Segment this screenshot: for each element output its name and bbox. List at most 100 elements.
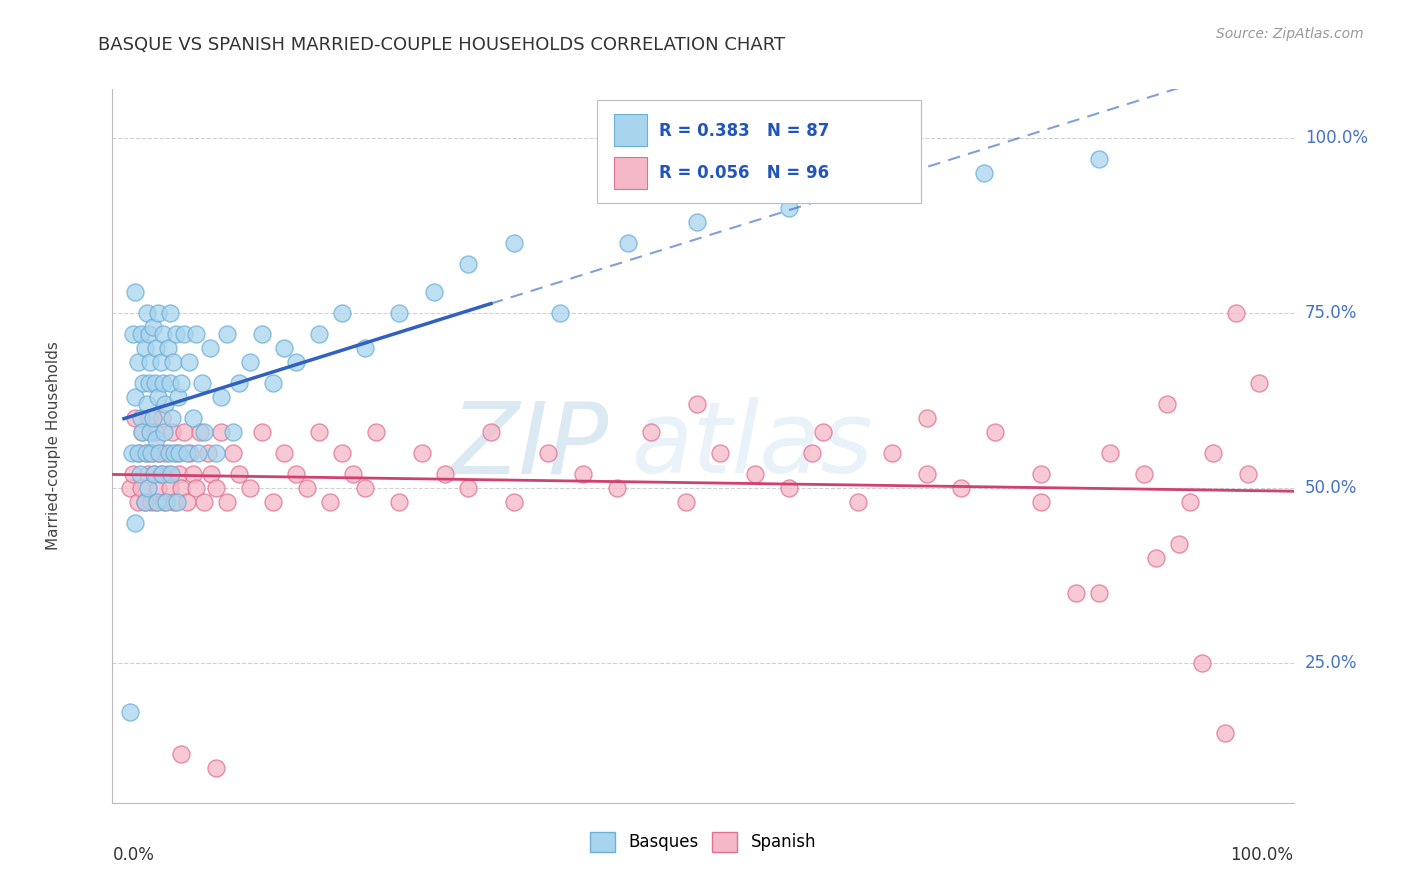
Point — [176, 495, 198, 509]
Point — [228, 376, 250, 390]
Point — [148, 390, 170, 404]
Point — [143, 376, 166, 390]
Point — [744, 467, 766, 481]
Point — [167, 467, 190, 481]
Point — [127, 495, 149, 509]
Point — [124, 285, 146, 299]
Text: Married-couple Households: Married-couple Households — [46, 342, 60, 550]
Bar — [614, 157, 648, 189]
Point — [204, 761, 226, 775]
Point — [308, 327, 330, 342]
Point — [145, 432, 167, 446]
Point — [166, 390, 188, 404]
Point — [162, 355, 184, 369]
Point — [686, 397, 709, 411]
Point — [134, 495, 156, 509]
Point — [166, 446, 188, 460]
Bar — [614, 114, 648, 146]
Point — [160, 467, 183, 481]
Text: BASQUE VS SPANISH MARRIED-COUPLE HOUSEHOLDS CORRELATION CHART: BASQUE VS SPANISH MARRIED-COUPLE HOUSEHO… — [98, 36, 786, 54]
Point — [1144, 550, 1167, 565]
Point — [191, 376, 214, 390]
Point — [142, 446, 165, 460]
Point — [135, 306, 157, 320]
Point — [411, 446, 433, 460]
Point — [457, 257, 479, 271]
Point — [128, 446, 150, 460]
Point — [198, 341, 221, 355]
Point — [262, 495, 284, 509]
Point — [170, 747, 193, 761]
FancyBboxPatch shape — [596, 100, 921, 203]
Point — [882, 446, 904, 460]
Point — [148, 446, 170, 460]
Point — [502, 236, 524, 251]
Point — [915, 411, 938, 425]
Point — [813, 425, 835, 439]
Point — [262, 376, 284, 390]
Point — [118, 705, 141, 719]
Point — [148, 446, 170, 460]
Point — [186, 327, 208, 342]
Point — [167, 446, 190, 460]
Point — [284, 467, 307, 481]
Point — [173, 327, 195, 342]
Point — [1191, 656, 1213, 670]
Point — [319, 495, 342, 509]
Point — [155, 446, 177, 460]
Point — [209, 390, 232, 404]
Point — [1167, 537, 1189, 551]
Point — [179, 355, 201, 369]
Point — [129, 411, 152, 425]
Point — [145, 341, 167, 355]
Point — [228, 467, 250, 481]
Text: R = 0.056   N = 96: R = 0.056 N = 96 — [659, 164, 830, 182]
Point — [149, 355, 172, 369]
Text: 25.0%: 25.0% — [1305, 654, 1357, 672]
Point — [222, 446, 245, 460]
Point — [155, 495, 177, 509]
Text: 100.0%: 100.0% — [1305, 129, 1368, 147]
Point — [152, 376, 174, 390]
Point — [1087, 586, 1109, 600]
Point — [366, 425, 388, 439]
Point — [181, 411, 204, 425]
Point — [152, 327, 174, 342]
Point — [139, 425, 162, 439]
Point — [239, 355, 262, 369]
Point — [250, 425, 273, 439]
Point — [617, 236, 640, 251]
Point — [308, 425, 330, 439]
Point — [156, 467, 179, 481]
Text: R = 0.383   N = 87: R = 0.383 N = 87 — [659, 121, 830, 139]
Point — [163, 495, 186, 509]
Point — [170, 376, 193, 390]
Point — [131, 425, 153, 439]
Point — [606, 481, 628, 495]
Point — [153, 495, 176, 509]
Point — [1031, 467, 1053, 481]
Point — [200, 467, 222, 481]
Point — [124, 516, 146, 530]
Point — [118, 481, 141, 495]
Point — [709, 446, 731, 460]
Point — [273, 341, 295, 355]
Point — [181, 467, 204, 481]
Point — [136, 481, 159, 495]
Point — [127, 355, 149, 369]
Point — [984, 425, 1007, 439]
Point — [143, 425, 166, 439]
Point — [284, 355, 307, 369]
Point — [1180, 495, 1202, 509]
Point — [142, 411, 165, 425]
Point — [1087, 152, 1109, 166]
Point — [197, 446, 219, 460]
Point — [330, 446, 353, 460]
Point — [160, 411, 183, 425]
Point — [330, 306, 353, 320]
Point — [1156, 397, 1178, 411]
Point — [173, 425, 195, 439]
Point — [159, 481, 181, 495]
Text: 75.0%: 75.0% — [1305, 304, 1357, 322]
Point — [166, 495, 188, 509]
